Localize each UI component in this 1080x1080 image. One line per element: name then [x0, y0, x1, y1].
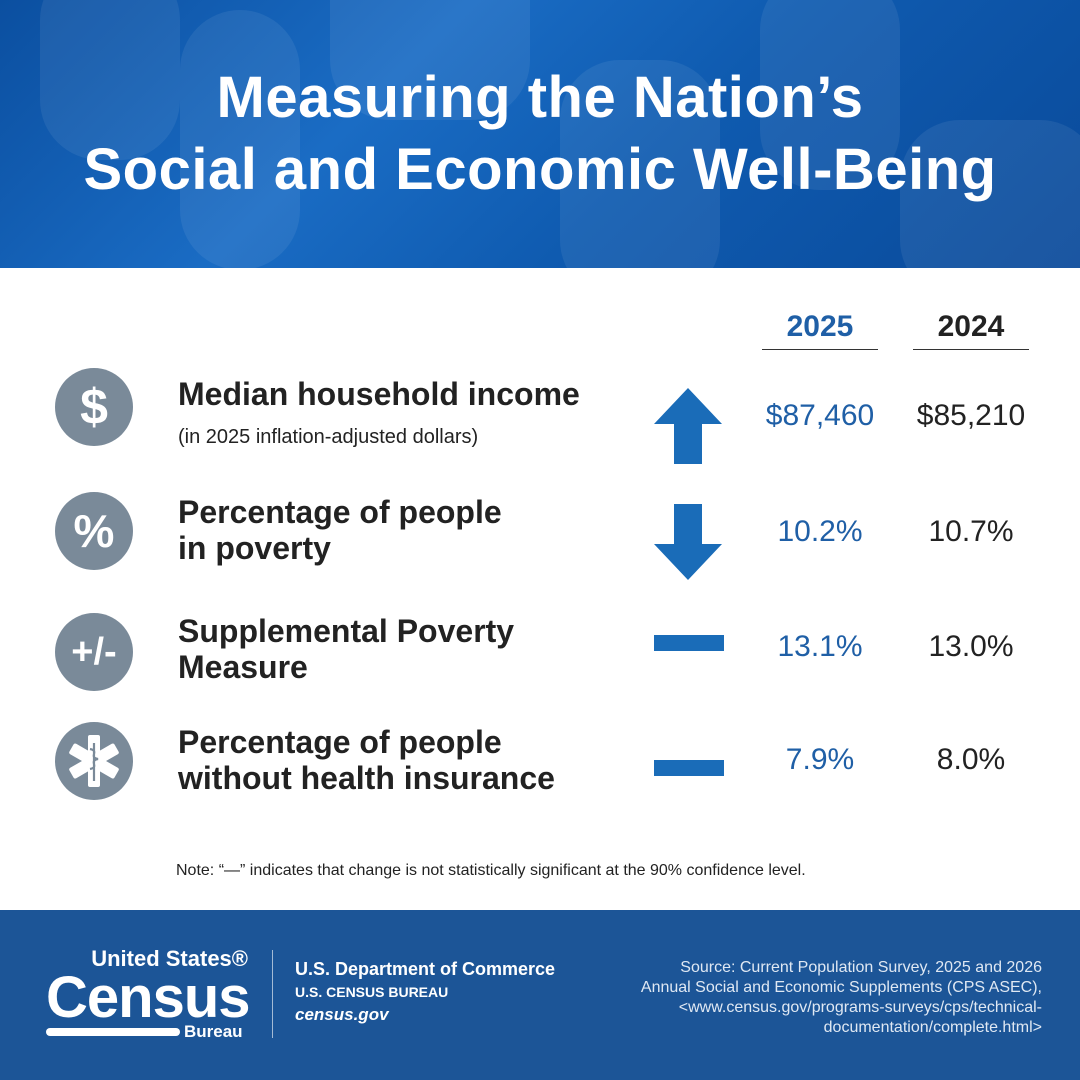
logo-top-text: United States® — [91, 946, 248, 971]
row-label-line-1: Percentage of people — [178, 724, 502, 760]
footer-divider — [272, 950, 273, 1038]
footer: United States® Census Bureau U.S. Depart… — [0, 910, 1080, 1080]
row-label-line-2: in poverty — [178, 530, 331, 566]
row-sublabel: (in 2025 inflation-adjusted dollars) — [178, 426, 479, 448]
source-line-3: <www.census.gov/programs-surveys/cps/tec… — [678, 999, 1042, 1016]
row-label: Median household income — [178, 376, 580, 412]
table-row-poverty: % Percentage of people in poverty 10.2% … — [0, 492, 1080, 592]
table-row-health-insurance: Percentage of people without health insu… — [0, 722, 1080, 822]
department-block: U.S. Department of Commerce U.S. CENSUS … — [295, 958, 555, 1026]
header-banner: Measuring the Nation’s Social and Econom… — [0, 0, 1080, 268]
medical-star-icon — [55, 722, 133, 800]
row-label-line-1: Percentage of people — [178, 494, 502, 530]
dollar-icon: $ — [55, 368, 133, 446]
row-label-line-2: without health insurance — [178, 760, 555, 796]
source-line-4: documentation/complete.html> — [823, 1019, 1042, 1036]
value-previous: $85,210 — [916, 399, 1026, 432]
no-change-dash-icon — [654, 760, 724, 776]
no-change-dash-icon — [654, 635, 724, 651]
value-current: 7.9% — [785, 743, 855, 776]
value-previous: 10.7% — [928, 515, 1014, 548]
percent-icon: % — [55, 492, 133, 570]
column-header-previous: 2024 — [913, 306, 1029, 350]
source-line-2: Annual Social and Economic Supplements (… — [640, 979, 1042, 996]
title-line-1: Measuring the Nation’s — [216, 65, 864, 130]
source-line-1: Source: Current Population Survey, 2025 … — [680, 959, 1042, 976]
footnote: Note: “—” indicates that change is not s… — [176, 862, 806, 879]
row-label-line-1: Supplemental Poverty — [178, 613, 515, 649]
logo-bar — [46, 1028, 180, 1036]
plus-minus-icon: +/- — [55, 613, 133, 691]
column-header-current: 2025 — [762, 306, 878, 350]
table-row-spm: +/- Supplemental Poverty Measure 13.1% 1… — [0, 613, 1080, 713]
source-citation: Source: Current Population Survey, 2025 … — [572, 958, 1042, 1038]
value-previous: 13.0% — [928, 630, 1014, 663]
value-previous: 8.0% — [936, 743, 1006, 776]
logo-main-text: Census — [46, 965, 251, 1030]
bureau-name: U.S. CENSUS BUREAU — [295, 984, 449, 1000]
website-link[interactable]: census.gov — [295, 1005, 389, 1024]
page-title: Measuring the Nation’s Social and Econom… — [0, 62, 1080, 206]
table-row-income: $ Median household income (in 2025 infla… — [0, 368, 1080, 468]
census-logo: United States® Census Bureau — [40, 946, 251, 1046]
value-current: 10.2% — [777, 515, 863, 548]
logo-bottom-text: Bureau — [184, 1022, 243, 1041]
row-label-line-2: Measure — [178, 649, 308, 685]
title-line-2: Social and Economic Well-Being — [83, 137, 997, 202]
value-current: 13.1% — [777, 630, 863, 663]
department-name: U.S. Department of Commerce — [295, 959, 556, 979]
arrow-down-icon — [654, 504, 722, 580]
arrow-up-icon — [654, 388, 722, 464]
value-current: $87,460 — [765, 399, 875, 432]
